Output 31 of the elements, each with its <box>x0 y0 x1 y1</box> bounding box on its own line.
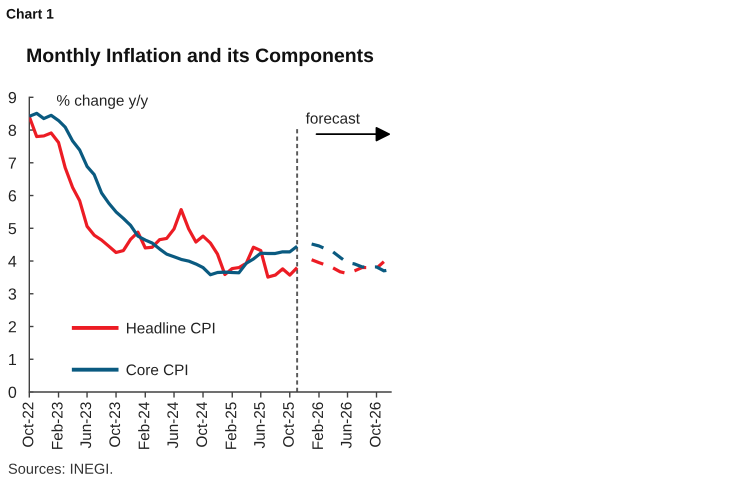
x-tick-label: Oct-23 <box>109 402 120 447</box>
source-note: Sources: INEGI. <box>8 464 112 474</box>
y-tick-label: 5 <box>8 223 16 234</box>
legend-label: Core CPI <box>126 364 188 376</box>
y-tick-label: 4 <box>8 256 16 267</box>
x-tick-label: Oct-22 <box>22 402 34 447</box>
x-tick-label: Oct-24 <box>196 402 208 447</box>
y-tick-label: 7 <box>8 158 16 169</box>
x-tick-label: Feb-26 <box>312 402 324 449</box>
caption: Chart 1 <box>6 8 54 19</box>
y-axis-title: % change y/y <box>56 94 148 109</box>
x-tick-label: Jun-23 <box>80 402 92 448</box>
y-tick-label: 8 <box>8 124 16 136</box>
y-tick-label: 9 <box>8 92 16 104</box>
chart-title: Monthly Inflation and its Components <box>27 48 374 66</box>
y-tick-label: 3 <box>8 288 16 300</box>
legend-label: Headline CPI <box>126 322 214 334</box>
y-tick-label: 0 <box>8 386 16 398</box>
y-tick-label: 1 <box>9 354 16 366</box>
x-tick-label: Oct-25 <box>283 402 294 447</box>
x-tick-label: Jun-24 <box>167 402 178 448</box>
x-tick-label: Oct-26 <box>370 402 381 447</box>
x-tick-label: Jun-25 <box>254 402 265 448</box>
y-tick-label: 6 <box>8 190 16 202</box>
x-tick-label: Jun-26 <box>340 402 352 448</box>
x-tick-label: Feb-24 <box>138 402 150 449</box>
y-tick-label: 2 <box>8 321 16 332</box>
x-tick-label: Feb-25 <box>225 402 236 449</box>
ref-line-label: forecast <box>306 112 360 124</box>
x-tick-label: Feb-23 <box>51 402 63 449</box>
line-series <box>310 258 386 276</box>
